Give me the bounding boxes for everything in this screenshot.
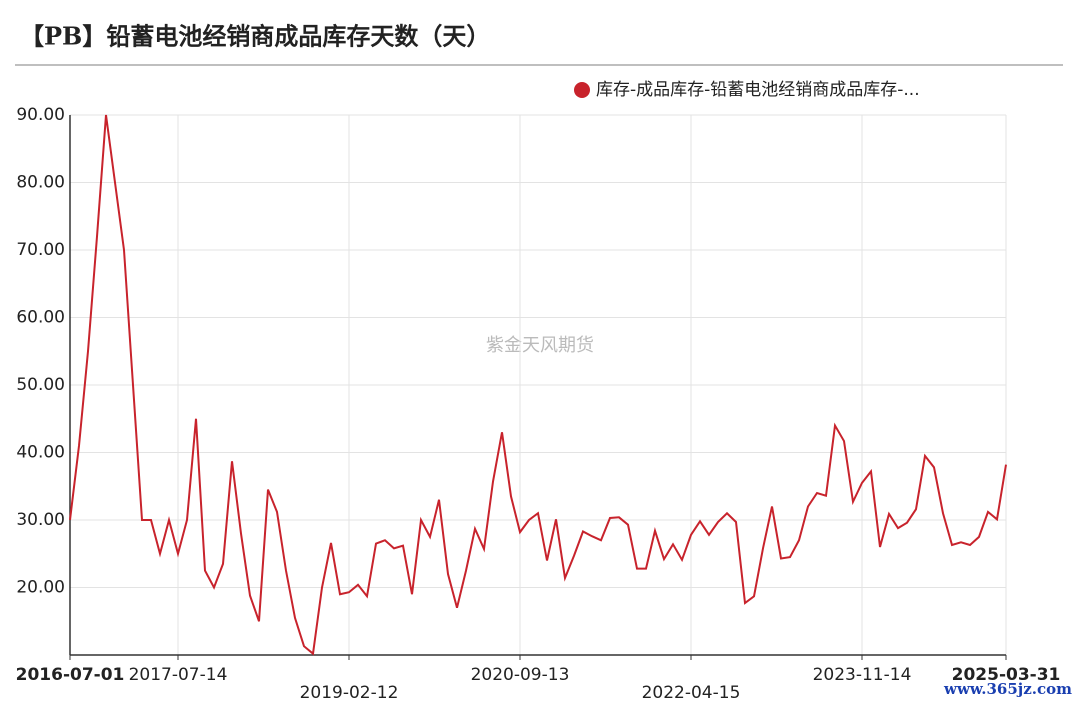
y-tick-label: 60.00	[16, 308, 65, 328]
y-tick-label: 70.00	[16, 240, 65, 260]
y-tick-label: 30.00	[16, 510, 65, 530]
chart-title: 【PB】铅蓄电池经销商成品库存天数（天）	[20, 22, 490, 51]
watermark: 紫金天风期货	[486, 335, 594, 356]
x-tick-label: 2016-07-01	[16, 665, 125, 685]
legend-marker	[574, 82, 590, 98]
y-tick-label: 50.00	[16, 375, 65, 395]
x-tick-label: 2017-07-14	[129, 665, 228, 685]
x-tick-label: 2025-03-31	[952, 665, 1061, 685]
y-tick-label: 20.00	[16, 578, 65, 598]
line-series	[69, 114, 1007, 656]
x-tick-label: 2020-09-13	[471, 665, 570, 685]
x-tick-label: 2019-02-12	[300, 683, 399, 703]
x-tick-label: 2023-11-14	[813, 665, 912, 685]
y-tick-label: 90.00	[16, 105, 65, 125]
site-watermark: www.365jz.com	[943, 680, 1072, 698]
x-tick-label: 2022-04-15	[642, 683, 741, 703]
legend-label: 库存-成品库存-铅蓄电池经销商成品库存-...	[596, 80, 920, 100]
y-tick-label: 80.00	[16, 173, 65, 193]
y-tick-label: 40.00	[16, 443, 65, 463]
